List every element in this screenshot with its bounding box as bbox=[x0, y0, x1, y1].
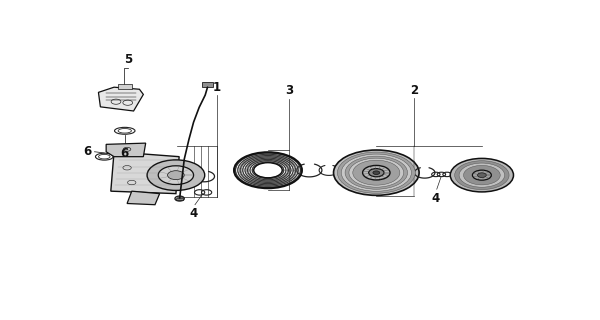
Polygon shape bbox=[127, 191, 160, 205]
Text: 6: 6 bbox=[83, 145, 91, 158]
Circle shape bbox=[472, 170, 491, 180]
Text: 5: 5 bbox=[124, 52, 133, 66]
Circle shape bbox=[158, 166, 194, 185]
Circle shape bbox=[353, 160, 400, 185]
Circle shape bbox=[368, 169, 384, 177]
Text: 3: 3 bbox=[285, 84, 293, 97]
Circle shape bbox=[349, 158, 404, 187]
Text: 4: 4 bbox=[190, 207, 198, 220]
Text: 6: 6 bbox=[121, 147, 129, 160]
Bar bbox=[118, 84, 131, 89]
Circle shape bbox=[362, 165, 390, 180]
Circle shape bbox=[334, 150, 419, 195]
Circle shape bbox=[455, 161, 509, 189]
Circle shape bbox=[167, 171, 184, 180]
Polygon shape bbox=[98, 87, 143, 111]
Circle shape bbox=[345, 156, 407, 189]
Circle shape bbox=[478, 173, 487, 178]
Bar bbox=[202, 82, 213, 87]
Bar bbox=[176, 197, 184, 200]
Circle shape bbox=[464, 165, 500, 185]
Polygon shape bbox=[106, 143, 146, 157]
Text: 1: 1 bbox=[213, 81, 221, 94]
Circle shape bbox=[450, 158, 514, 192]
Polygon shape bbox=[111, 152, 179, 194]
Text: 4: 4 bbox=[431, 192, 439, 205]
Circle shape bbox=[373, 171, 380, 174]
Text: 2: 2 bbox=[410, 84, 419, 97]
Circle shape bbox=[337, 152, 415, 193]
Circle shape bbox=[341, 154, 412, 191]
Circle shape bbox=[147, 160, 205, 190]
Circle shape bbox=[459, 163, 505, 187]
